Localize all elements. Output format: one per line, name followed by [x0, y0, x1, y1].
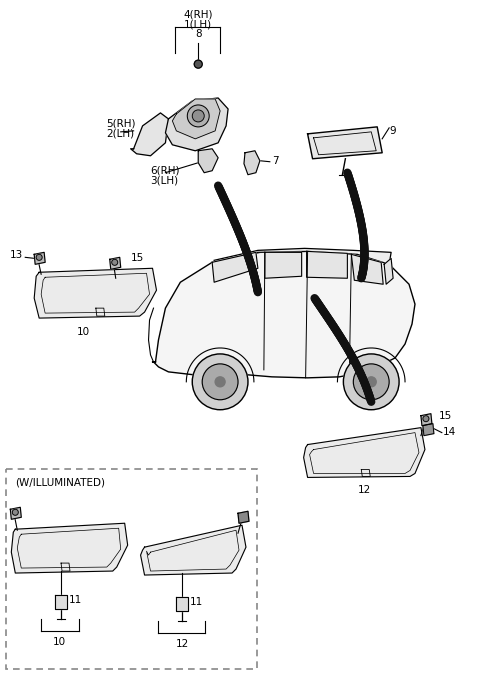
Circle shape	[353, 364, 389, 400]
Text: 15: 15	[439, 411, 452, 420]
Polygon shape	[423, 424, 434, 435]
Polygon shape	[34, 252, 45, 264]
Bar	[6, 469, 257, 669]
Circle shape	[192, 354, 248, 410]
Circle shape	[366, 377, 376, 387]
Text: 5(RH): 5(RH)	[106, 119, 135, 129]
Text: 11: 11	[190, 597, 204, 607]
Polygon shape	[172, 99, 220, 139]
Text: 3(LH): 3(LH)	[151, 176, 179, 186]
Circle shape	[202, 364, 238, 400]
Text: 13: 13	[10, 250, 23, 260]
Polygon shape	[110, 258, 120, 269]
Text: 9: 9	[389, 126, 396, 136]
Circle shape	[215, 377, 225, 387]
Text: 12: 12	[358, 485, 371, 496]
Polygon shape	[351, 254, 383, 284]
Text: 10: 10	[52, 637, 66, 647]
Circle shape	[36, 254, 42, 260]
Polygon shape	[265, 252, 301, 278]
Polygon shape	[384, 258, 393, 284]
Text: 15: 15	[131, 254, 144, 263]
Polygon shape	[307, 252, 348, 278]
Circle shape	[343, 354, 399, 410]
Text: 6(RH): 6(RH)	[151, 165, 180, 176]
Polygon shape	[212, 248, 391, 264]
Polygon shape	[244, 151, 260, 175]
Polygon shape	[11, 507, 21, 519]
Text: 8: 8	[195, 29, 202, 39]
Polygon shape	[198, 148, 218, 173]
Polygon shape	[308, 127, 382, 159]
Text: 7: 7	[272, 156, 278, 165]
Circle shape	[423, 416, 429, 422]
Polygon shape	[12, 523, 128, 573]
Text: 12: 12	[176, 639, 189, 649]
Polygon shape	[421, 414, 432, 426]
Text: 1(LH): 1(LH)	[184, 19, 212, 29]
Polygon shape	[176, 597, 188, 611]
Polygon shape	[131, 113, 168, 156]
Polygon shape	[153, 252, 415, 378]
Circle shape	[12, 509, 18, 515]
Polygon shape	[304, 428, 425, 477]
Circle shape	[194, 60, 202, 68]
Text: 4(RH): 4(RH)	[183, 9, 213, 20]
Text: 11: 11	[69, 595, 82, 605]
Text: 14: 14	[443, 426, 456, 437]
Polygon shape	[55, 595, 67, 609]
Circle shape	[192, 110, 204, 122]
Text: 2(LH): 2(LH)	[106, 129, 134, 139]
Polygon shape	[34, 268, 156, 318]
Text: 10: 10	[76, 327, 89, 337]
Polygon shape	[238, 511, 249, 523]
Text: (W/ILLUMINATED): (W/ILLUMINATED)	[15, 477, 105, 487]
Circle shape	[187, 105, 209, 127]
Polygon shape	[166, 98, 228, 151]
Polygon shape	[212, 252, 258, 282]
Polygon shape	[141, 525, 246, 575]
Circle shape	[112, 259, 118, 265]
